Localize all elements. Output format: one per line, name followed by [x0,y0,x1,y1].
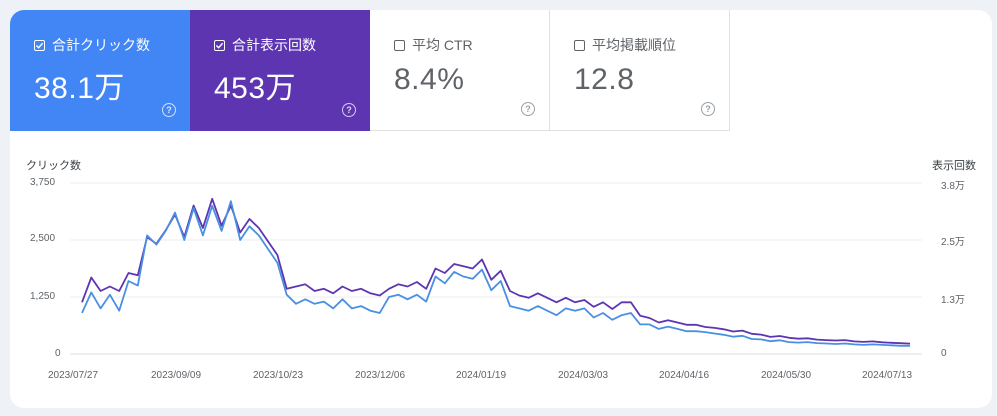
y-right-tick: 2.5万 [941,237,965,248]
y-right-tick: 0 [941,348,947,359]
x-tick: 2023/07/27 [48,370,99,381]
y-left-axis-title: クリック数 [26,160,81,172]
y-left-tick: 3,750 [30,177,56,188]
tile-header: 合計クリック数 [34,35,150,55]
x-tick: 2024/03/03 [558,370,609,381]
tile-value: 8.4% [394,63,465,96]
help-icon[interactable]: ? [521,102,535,116]
y-left-tick: 2,500 [30,233,56,244]
checkbox-checked-icon[interactable] [34,39,45,51]
tile-header: 平均掲載順位 [574,35,676,55]
y-left-tick: 1,250 [30,291,56,302]
tile-value: 12.8 [574,63,635,96]
y-right-tick: 1.3万 [941,295,965,306]
y-left-tick: 0 [55,348,61,359]
performance-chart [70,182,922,355]
y-right-tick: 3.8万 [941,181,965,192]
checkbox-unchecked-icon[interactable] [574,39,585,51]
impressions-series-line [81,197,911,345]
tile-value: 453万 [214,72,297,105]
tile-label: 平均 CTR [412,37,473,53]
checkbox-unchecked-icon[interactable] [394,39,405,51]
x-tick: 2024/04/16 [659,370,710,381]
tile-average-position[interactable]: 平均掲載順位 12.8 ? [550,10,730,131]
tile-label: 合計クリック数 [52,37,150,53]
help-icon[interactable]: ? [701,102,715,116]
tile-header: 平均 CTR [394,35,473,55]
x-tick: 2023/12/06 [355,370,406,381]
help-icon[interactable]: ? [162,103,176,117]
tile-label: 平均掲載順位 [592,37,676,53]
x-tick: 2023/09/09 [151,370,202,381]
y-right-axis-title: 表示回数 [932,160,976,172]
tile-total-clicks[interactable]: 合計クリック数 38.1万 ? [10,10,190,131]
clicks-series-line [81,200,910,347]
x-tick: 2024/07/13 [862,370,913,381]
x-tick: 2024/05/30 [761,370,812,381]
x-tick: 2023/10/23 [253,370,304,381]
x-tick: 2024/01/19 [456,370,507,381]
tile-label: 合計表示回数 [232,37,316,53]
checkbox-checked-icon[interactable] [214,39,225,51]
performance-card: 合計クリック数 38.1万 ? 合計表示回数 453万 ? 平均 CTR 8.4… [10,10,992,408]
tile-header: 合計表示回数 [214,35,316,55]
tile-value: 38.1万 [34,72,125,105]
help-icon[interactable]: ? [342,103,356,117]
tile-average-ctr[interactable]: 平均 CTR 8.4% ? [370,10,550,131]
metric-tiles: 合計クリック数 38.1万 ? 合計表示回数 453万 ? 平均 CTR 8.4… [10,10,730,131]
tile-total-impressions[interactable]: 合計表示回数 453万 ? [190,10,370,131]
